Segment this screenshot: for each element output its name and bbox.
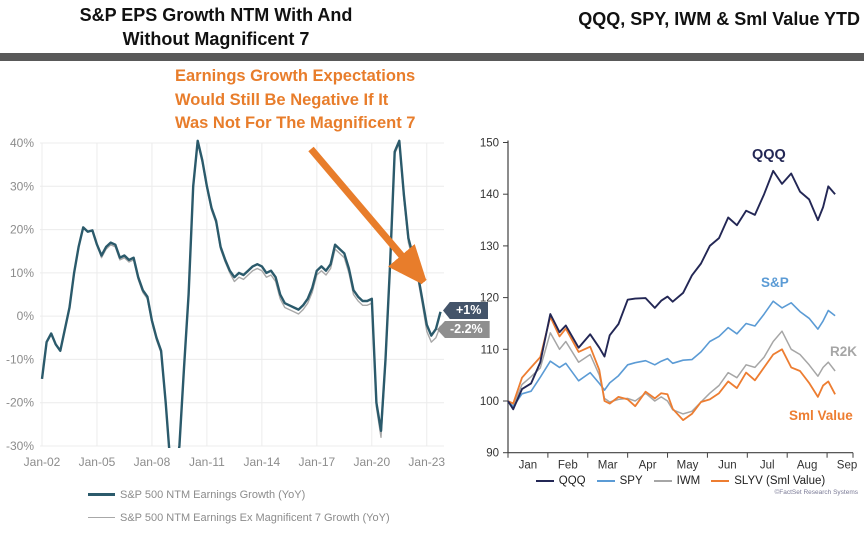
annotation-text: Earnings Growth Expectations Would Still… xyxy=(175,65,465,136)
left-x-tick-label: Jan-20 xyxy=(353,455,390,469)
left-y-tick-label: -30% xyxy=(6,439,34,453)
divider-bar xyxy=(0,53,864,61)
line-swatch-icon xyxy=(711,480,730,482)
right-x-tick-label: Sep xyxy=(837,460,857,472)
left-y-tick-label: 20% xyxy=(10,223,34,237)
right-x-tick-label: Aug xyxy=(797,460,817,472)
left-x-tick-label: Jan-14 xyxy=(244,455,281,469)
line-swatch-icon xyxy=(653,480,672,482)
right-y-tick-label: 130 xyxy=(480,241,499,253)
left-y-tick-label: -10% xyxy=(6,352,34,366)
left-chart-legend: S&P 500 NTM Earnings Growth (YoY) S&P 50… xyxy=(88,483,390,529)
left-x-tick-label: Jan-02 xyxy=(24,455,61,469)
line-swatch-icon xyxy=(596,480,615,482)
legend-item: QQQ xyxy=(535,475,586,487)
right-chart-title: QQQ, SPY, IWM & Sml Value YTD xyxy=(578,9,860,29)
right-x-tick-label: Jul xyxy=(760,460,775,472)
right-y-tick-label: 120 xyxy=(480,293,499,305)
series-line-slyv-sml-value- xyxy=(507,315,836,421)
left-x-tick-label: Jan-11 xyxy=(189,455,225,469)
line-swatch-icon xyxy=(88,516,115,519)
series-line-spy xyxy=(507,300,836,408)
right-x-tick-label: Feb xyxy=(558,460,578,472)
legend-label: QQQ xyxy=(558,475,586,487)
series-label-sml-value: Sml Value xyxy=(789,408,853,423)
series-line-qqq xyxy=(507,169,836,411)
legend-item: SLYV (Sml Value) xyxy=(711,475,825,487)
left-y-tick-label: 10% xyxy=(10,266,34,280)
right-y-tick-label: 100 xyxy=(480,396,499,408)
line-swatch-icon xyxy=(88,493,115,496)
legend-label: SLYV (Sml Value) xyxy=(734,475,826,487)
callout-tag-ex-mag7: -2.2% xyxy=(437,321,490,338)
left-x-tick-label: Jan-23 xyxy=(408,455,445,469)
legend-item: S&P 500 NTM Earnings Growth (YoY) xyxy=(88,483,390,506)
legend-item: S&P 500 NTM Earnings Ex Magnificent 7 Gr… xyxy=(88,506,390,529)
series-label-r2k: R2K xyxy=(830,344,858,359)
left-y-tick-label: 40% xyxy=(10,136,34,150)
right-x-tick-label: Mar xyxy=(598,460,618,472)
legend-label: S&P 500 NTM Earnings Growth (YoY) xyxy=(120,488,306,501)
right-y-tick-label: 110 xyxy=(481,344,499,356)
legend-item: IWM xyxy=(653,475,701,487)
right-x-tick-label: May xyxy=(677,460,699,472)
factset-attribution: ©FactSet Research Systems xyxy=(774,489,858,496)
left-x-tick-label: Jan-08 xyxy=(134,455,171,469)
left-chart-title: S&P EPS Growth NTM With And Without Magn… xyxy=(22,3,410,51)
left-y-tick-label: 30% xyxy=(10,179,34,193)
right-y-tick-label: 140 xyxy=(480,189,499,201)
legend-item: SPY xyxy=(596,475,643,487)
left-x-tick-label: Jan-05 xyxy=(79,455,116,469)
series-label-qqq: QQQ xyxy=(752,147,786,163)
legend-label: SPY xyxy=(619,475,643,487)
annotation-line1: Earnings Growth Expectations xyxy=(175,67,416,85)
right-x-tick-label: Apr xyxy=(639,460,657,472)
line-swatch-icon xyxy=(535,480,554,482)
annotation-line3: Was Not For The Magnificent 7 xyxy=(175,114,416,132)
left-x-tick-label: Jan-17 xyxy=(298,455,335,469)
series-line-s-p-500-ntm-earnings-growth-yoy- xyxy=(40,139,442,448)
series-line-iwm xyxy=(507,330,836,415)
right-chart-legend: QQQ SPY IWM SLYV (Sml Value) xyxy=(508,475,853,487)
right-x-tick-label: Jan xyxy=(519,460,538,472)
left-chart-title-line1: S&P EPS Growth NTM With And xyxy=(79,5,353,25)
right-y-tick-label: 90 xyxy=(486,448,499,460)
legend-label: IWM xyxy=(676,475,701,487)
left-chart-title-line2: Without Magnificent 7 xyxy=(122,29,310,49)
right-x-tick-label: Jun xyxy=(718,460,737,472)
callout-tag-sp500: +1% xyxy=(443,302,489,319)
series-label-sp: S&P xyxy=(761,275,789,290)
annotation-line2: Would Still Be Negative If It xyxy=(175,90,389,109)
legend-label: S&P 500 NTM Earnings Ex Magnificent 7 Gr… xyxy=(120,511,390,524)
left-y-tick-label: -20% xyxy=(6,396,34,410)
left-y-tick-label: 0% xyxy=(17,309,35,323)
right-y-tick-label: 150 xyxy=(480,138,499,150)
annotation-arrow-icon xyxy=(308,146,424,282)
